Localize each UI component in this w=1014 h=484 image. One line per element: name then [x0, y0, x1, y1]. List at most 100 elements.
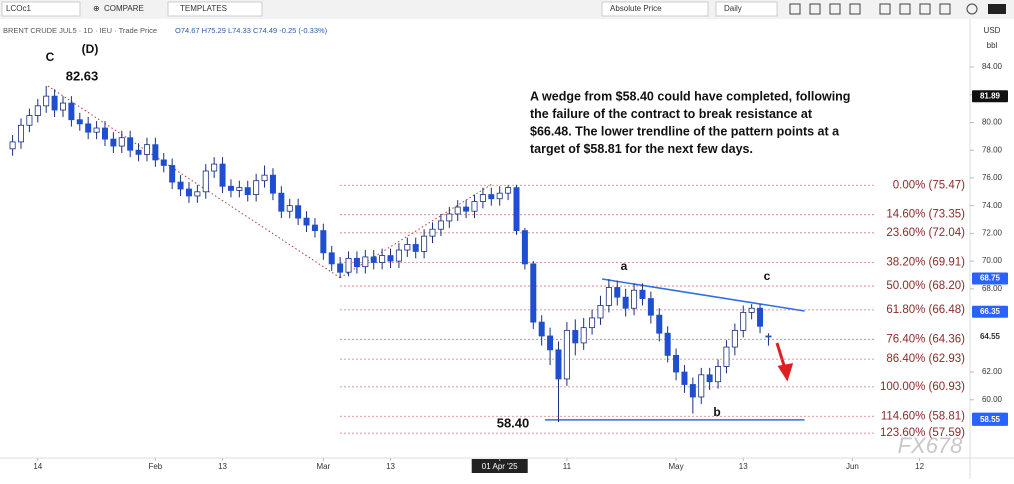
x-tick-label: 01 Apr '25	[482, 462, 518, 471]
candle-body	[723, 346, 730, 367]
candle-body	[101, 127, 108, 140]
tool-icon[interactable]	[919, 3, 931, 15]
candle-body	[370, 256, 377, 263]
candle-body	[748, 307, 755, 313]
price-mode-box[interactable]	[601, 1, 709, 17]
annotation: c	[764, 269, 771, 283]
tool-icon[interactable]	[879, 3, 891, 15]
candle-body	[379, 255, 386, 263]
candle-body	[337, 263, 344, 273]
candle-body	[85, 123, 92, 133]
symbol-box[interactable]	[1, 1, 81, 17]
compare[interactable]: COMPARE	[104, 4, 144, 13]
candle-body	[547, 335, 554, 351]
candle-body	[93, 127, 100, 133]
tool-icon[interactable]	[988, 4, 1006, 14]
candle-body	[328, 252, 335, 265]
y-tick-label: 84.00	[982, 62, 1003, 71]
tool-icon[interactable]	[939, 3, 951, 15]
trendline	[602, 278, 805, 312]
candle-body	[631, 289, 638, 309]
fib-label: 100.00% (60.93)	[880, 381, 965, 393]
candle-body	[160, 159, 167, 166]
tool-icon[interactable]	[789, 3, 801, 15]
fib-label: 123.60% (57.59)	[880, 427, 965, 439]
watermark: FX678	[898, 433, 964, 458]
price-tag	[972, 330, 1008, 343]
candle-body	[698, 374, 705, 398]
candle-body	[639, 289, 646, 299]
fib-label: 114.60% (58.81)	[881, 410, 965, 422]
candle-body	[689, 384, 696, 398]
interval[interactable]: Daily	[724, 4, 742, 13]
price-mode[interactable]: Absolute Price	[610, 4, 662, 13]
annotation: 82.63	[66, 68, 99, 83]
candle-body	[9, 141, 16, 150]
currency: USD	[984, 26, 1001, 35]
candle-body	[437, 220, 444, 230]
templates[interactable]: TEMPLATES	[180, 4, 227, 13]
fib-label: 23.60% (72.04)	[886, 227, 965, 239]
candle-body	[244, 187, 251, 195]
x-tick-label: 13	[386, 462, 395, 471]
tool-icon[interactable]	[849, 3, 861, 15]
candle-body	[135, 149, 142, 155]
annotation: a	[621, 259, 628, 273]
candle-body	[597, 305, 604, 319]
interval-box[interactable]	[715, 1, 778, 17]
candle-body	[471, 201, 478, 212]
candle-body	[681, 371, 688, 385]
candle-body	[76, 119, 83, 125]
candle-body	[17, 124, 24, 143]
candle-body	[446, 213, 453, 222]
price-tag-label: 58.55	[980, 415, 1001, 424]
unit: bbl	[987, 41, 998, 50]
tool-icons	[789, 3, 1006, 15]
candle-body	[463, 206, 470, 212]
candle-body	[211, 163, 218, 172]
candle-body	[421, 235, 428, 252]
y-tick-label: 80.00	[982, 118, 1003, 127]
fib-label: 61.80% (66.48)	[886, 304, 965, 316]
price-tag-label: 68.75	[980, 274, 1001, 283]
x-label-highlight	[471, 459, 528, 473]
instrument: BRENT CRUDE JUL5 · 1D · IEU · Trade Pric…	[3, 26, 157, 35]
candle-body	[589, 317, 596, 329]
candle-body	[253, 180, 260, 195]
y-tick-label: 68.00	[982, 284, 1003, 293]
tool-icon[interactable]	[809, 3, 821, 15]
x-tick-label: Feb	[148, 462, 162, 471]
candle-body	[496, 192, 503, 200]
candle-body	[622, 296, 629, 309]
candle-body	[656, 314, 663, 334]
x-tick-label: 13	[739, 462, 748, 471]
candle-body	[706, 374, 713, 383]
x-tick-label: Mar	[316, 462, 330, 471]
ohlc-readout: O74.67 H75.29 L74.33 C74.49 -0.25 (-0.33…	[175, 26, 328, 35]
toolbar	[0, 0, 1014, 19]
tool-icon[interactable]	[899, 3, 911, 15]
compare-plus[interactable]: ⊕	[93, 4, 100, 13]
annotation: b	[713, 405, 720, 419]
candle-body	[320, 230, 327, 254]
annotation: C	[46, 50, 55, 64]
price-tag	[972, 272, 1008, 285]
x-tick-label: 12	[915, 462, 924, 471]
candle-body	[177, 181, 184, 190]
tool-icon[interactable]	[966, 3, 978, 15]
candle-body	[412, 244, 419, 252]
symbol[interactable]: LCOc1	[6, 4, 31, 13]
templates-box[interactable]	[167, 1, 263, 17]
candle-body	[605, 287, 612, 306]
candle-body	[429, 228, 436, 237]
fib-label: 50.00% (68.20)	[886, 280, 965, 292]
candle-body	[488, 194, 495, 200]
price-tag	[972, 305, 1008, 318]
tool-icon[interactable]	[829, 3, 841, 15]
note-line: $66.48. The lower trendline of the patte…	[530, 124, 840, 138]
candle-body	[261, 174, 268, 182]
candle-body	[740, 312, 747, 331]
candle-body	[219, 163, 226, 187]
